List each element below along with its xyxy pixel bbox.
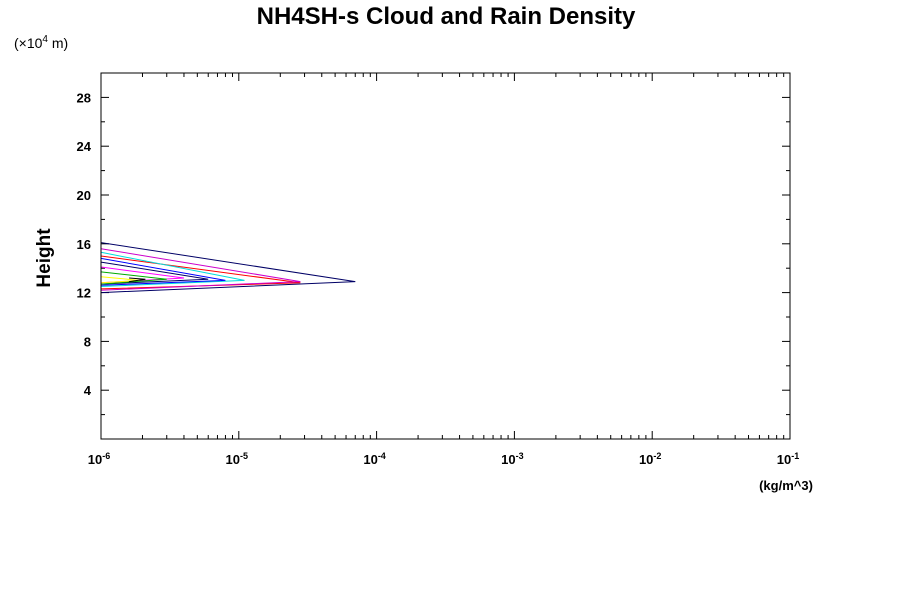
x-tick-label: 10-6 xyxy=(88,451,110,467)
x-unit-label: (kg/m^3) xyxy=(759,478,813,493)
contour-line xyxy=(100,248,301,291)
y-tick-label: 24 xyxy=(77,139,92,154)
contour-lines xyxy=(100,242,356,294)
x-tick-label: 10-3 xyxy=(501,451,523,467)
contour-line xyxy=(100,242,356,294)
y-tick-labels: 4 8 12 16 20 24 28 xyxy=(77,90,92,398)
contour-line xyxy=(100,257,226,286)
y-unit-label: (×104 m) xyxy=(14,34,68,51)
plot-frame xyxy=(100,72,791,440)
axis-ticks xyxy=(100,73,790,439)
contour-line xyxy=(100,251,245,287)
x-tick-labels: 10-6 10-5 10-4 10-3 10-2 10-1 xyxy=(88,451,799,467)
y-unit-prefix: (×10 xyxy=(14,35,43,51)
y-tick-label: 12 xyxy=(77,286,91,301)
y-tick-label: 20 xyxy=(77,188,91,203)
contour-line xyxy=(100,261,209,285)
y-tick-label: 8 xyxy=(84,334,91,349)
x-tick-label: 10-1 xyxy=(777,451,799,467)
y-tick-label: 4 xyxy=(84,383,92,398)
y-axis-label: Height xyxy=(34,228,55,288)
y-unit-exponent: 4 xyxy=(42,34,48,45)
y-unit-suffix: m) xyxy=(48,35,68,51)
x-tick-label: 10-2 xyxy=(639,451,661,467)
x-tick-label: 10-4 xyxy=(363,451,385,467)
y-tick-label: 28 xyxy=(77,90,91,105)
contour-line xyxy=(129,277,146,283)
chart-title: NH4SH-s Cloud and Rain Density xyxy=(257,3,636,30)
x-tick-label: 10-5 xyxy=(226,451,248,467)
contour-line xyxy=(100,271,167,285)
y-tick-label: 16 xyxy=(77,237,91,252)
